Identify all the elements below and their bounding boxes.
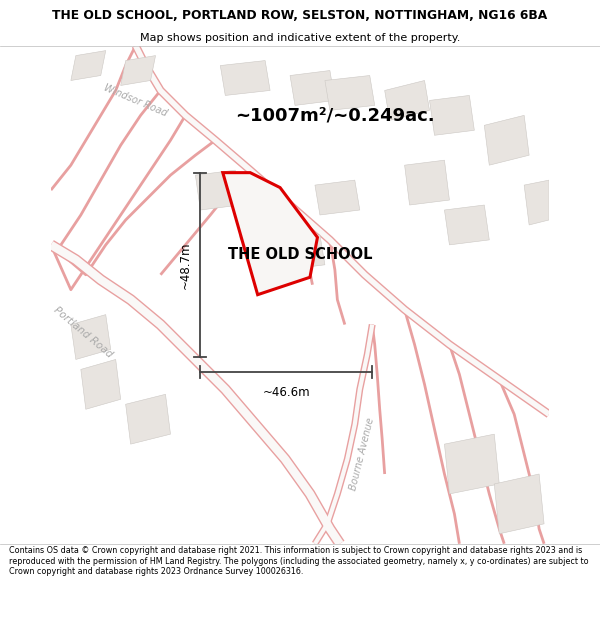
Polygon shape xyxy=(81,359,121,409)
Text: Contains OS data © Crown copyright and database right 2021. This information is : Contains OS data © Crown copyright and d… xyxy=(9,546,589,576)
Polygon shape xyxy=(404,160,449,205)
Polygon shape xyxy=(445,205,489,245)
Text: ~48.7m: ~48.7m xyxy=(178,241,191,289)
Text: ~46.6m: ~46.6m xyxy=(262,386,310,399)
Polygon shape xyxy=(235,195,280,240)
Polygon shape xyxy=(290,71,335,106)
Polygon shape xyxy=(325,76,375,111)
Polygon shape xyxy=(445,434,499,494)
Polygon shape xyxy=(430,96,475,135)
Text: Portland Road: Portland Road xyxy=(52,304,115,359)
Polygon shape xyxy=(524,180,549,225)
Text: Bourne Avenue: Bourne Avenue xyxy=(349,417,376,491)
Polygon shape xyxy=(280,235,325,270)
Polygon shape xyxy=(223,173,317,294)
Polygon shape xyxy=(71,314,111,359)
Polygon shape xyxy=(121,56,155,86)
Polygon shape xyxy=(484,116,529,165)
Polygon shape xyxy=(220,61,270,96)
Text: Windsor Road: Windsor Road xyxy=(103,82,169,118)
Text: Map shows position and indicative extent of the property.: Map shows position and indicative extent… xyxy=(140,33,460,43)
Text: ~1007m²/~0.249ac.: ~1007m²/~0.249ac. xyxy=(235,106,434,124)
Text: THE OLD SCHOOL, PORTLAND ROW, SELSTON, NOTTINGHAM, NG16 6BA: THE OLD SCHOOL, PORTLAND ROW, SELSTON, N… xyxy=(52,9,548,22)
Text: THE OLD SCHOOL: THE OLD SCHOOL xyxy=(228,248,372,262)
Polygon shape xyxy=(71,51,106,81)
Polygon shape xyxy=(125,394,170,444)
Polygon shape xyxy=(385,81,430,121)
Polygon shape xyxy=(494,474,544,534)
Polygon shape xyxy=(196,170,240,210)
Polygon shape xyxy=(315,180,360,215)
